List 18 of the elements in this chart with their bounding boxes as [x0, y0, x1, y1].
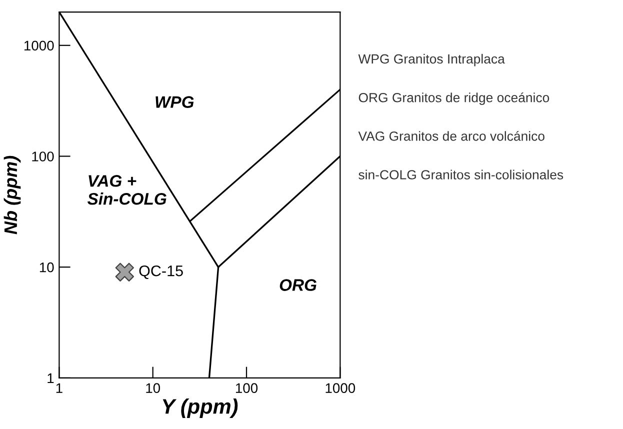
text: sin-COLG Granitos sin-colisionales: [358, 170, 564, 180]
text: ORG Granitos de ridge oceánico: [358, 92, 550, 105]
text: VAG Granitos de arco volcánico: [358, 130, 544, 141]
y-tick-label: 1000: [24, 40, 54, 51]
annotation: WPG: [156, 96, 194, 108]
x-axis-title: Y (ppm): [162, 398, 238, 418]
y-axis-title: Nb (ppm): [4, 156, 21, 234]
y-tick-label: 100: [32, 152, 54, 162]
series-label: QC-15: [139, 265, 183, 280]
x-tick-label: 1: [56, 383, 62, 393]
text: WPG Granitos Intraplaca: [358, 54, 505, 66]
x-tick-label: 100: [236, 383, 258, 394]
y-tick-label: 10: [40, 262, 54, 272]
annotation: VAG + Sin-COLG: [87, 175, 166, 205]
annotation: ORG: [280, 279, 316, 291]
x-tick-label: 1000: [326, 383, 356, 394]
x-tick-label: 10: [146, 383, 160, 394]
y-tick-label: 1: [48, 373, 54, 383]
